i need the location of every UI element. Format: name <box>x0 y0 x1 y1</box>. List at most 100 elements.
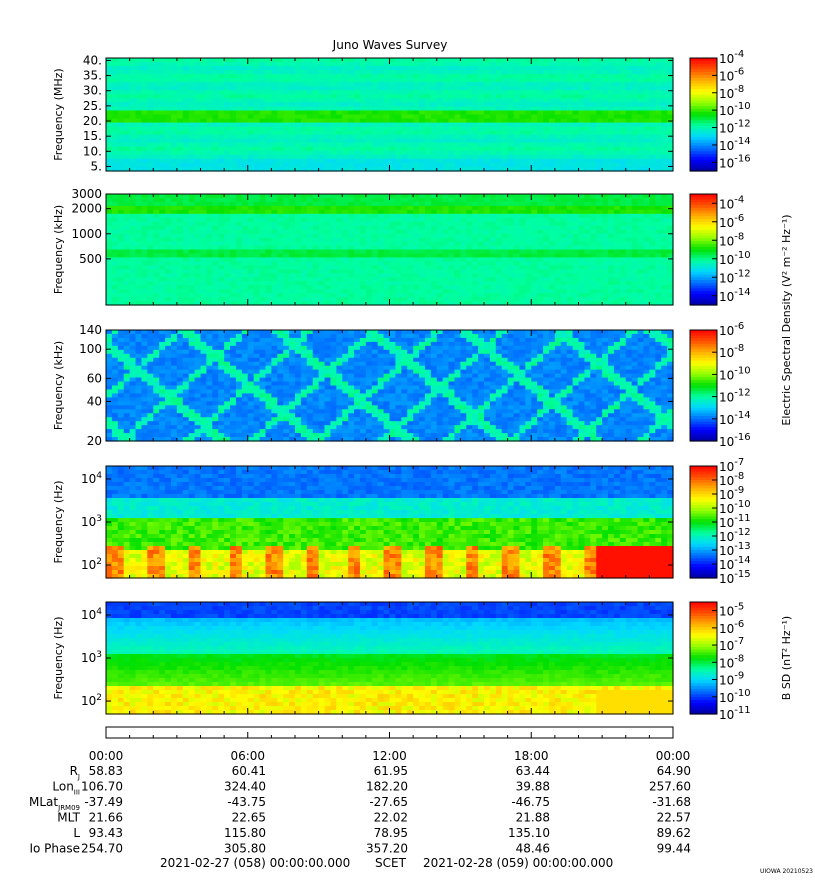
spectrogram-cell <box>413 154 420 160</box>
spectrogram-cell <box>649 201 656 207</box>
spectrogram-cell <box>667 94 674 99</box>
spectrogram-cell <box>460 281 467 286</box>
spectrogram-cell <box>306 62 314 67</box>
spectrogram-cell <box>371 154 379 160</box>
spectrogram-cell <box>489 158 497 164</box>
spectrogram-cell <box>430 233 438 239</box>
spectrogram-cell <box>188 70 196 75</box>
spectrogram-cell <box>413 94 420 99</box>
spectrogram-cell <box>289 110 296 116</box>
spectrogram-cell <box>165 233 172 239</box>
spectrogram-cell <box>271 70 278 75</box>
spectrogram-cell <box>543 146 550 152</box>
spectrogram-cell <box>135 221 143 227</box>
spectrogram-cell <box>383 265 391 270</box>
spectrogram-cell <box>147 90 154 95</box>
spectrogram-cell <box>306 118 314 124</box>
spectrogram-cell <box>111 158 119 164</box>
spectrogram-cell <box>336 142 343 148</box>
spectrogram-cell <box>318 265 326 270</box>
spectrogram-cell <box>141 134 148 140</box>
spectrogram-cell <box>312 94 320 99</box>
spectrogram-cell <box>300 66 308 71</box>
spectrogram-cell <box>466 130 473 136</box>
spectrogram-cell <box>170 225 178 231</box>
spectrogram-cell <box>289 130 296 136</box>
spectrogram-cell <box>253 58 261 63</box>
spectrogram-cell <box>649 162 656 168</box>
spectrogram-cell <box>519 197 526 203</box>
spectrogram-cell <box>117 106 125 112</box>
spectrogram-cell <box>631 213 639 219</box>
spectrogram-cell <box>495 130 503 136</box>
spectrogram-cell <box>312 233 320 239</box>
spectrogram-cell <box>324 225 332 231</box>
spectrogram-cell <box>200 194 208 199</box>
spectrogram-cell <box>401 110 408 116</box>
spectrogram-cell <box>578 201 586 207</box>
spectrogram-cell <box>259 241 267 247</box>
spectrogram-cell <box>259 209 267 215</box>
spectrogram-cell <box>566 225 574 231</box>
spectrogram-cell <box>560 98 568 103</box>
spectrogram-cell <box>407 118 414 124</box>
spectrogram-cell <box>247 217 255 223</box>
spectrogram-cell <box>436 249 444 255</box>
spectrogram-cell <box>235 122 243 128</box>
spectrogram-cell <box>123 94 131 99</box>
spectrogram-cell <box>182 94 190 99</box>
spectrogram-cell <box>501 209 509 215</box>
spectrogram-cell <box>395 110 402 116</box>
spectrogram-cell <box>336 241 343 247</box>
spectrogram-cell <box>413 114 420 120</box>
spectrogram-cell <box>265 225 272 231</box>
spectrogram-cell <box>147 277 154 282</box>
spectrogram-cell <box>194 205 202 211</box>
spectrogram-cell <box>460 74 467 79</box>
spectrogram-cell <box>295 110 302 116</box>
spectrogram-cell <box>247 134 255 140</box>
spectrogram-cell <box>312 201 320 207</box>
spectrogram-cell <box>165 245 172 251</box>
colorbar-band <box>690 148 717 152</box>
spectrogram-cell <box>554 58 562 63</box>
spectrogram-cell <box>330 62 337 67</box>
spectrogram-cell <box>472 277 479 282</box>
spectrogram-cell <box>289 134 296 140</box>
spectrogram-cell <box>560 249 568 255</box>
spectrogram-cell <box>401 58 408 63</box>
spectrogram-cell <box>129 273 137 278</box>
spectrogram-cell <box>283 158 290 164</box>
spectrogram-cell <box>608 154 615 160</box>
spectrogram-cell <box>548 269 556 274</box>
spectrogram-cell <box>661 94 668 99</box>
spectrogram-cell <box>619 146 627 152</box>
spectrogram-cell <box>129 102 137 108</box>
spectrogram-cell <box>501 154 509 160</box>
spectrogram-cell <box>377 134 385 140</box>
spectrogram-cell <box>247 142 255 148</box>
spectrogram-cell <box>554 98 562 103</box>
spectrogram-cell <box>342 142 349 148</box>
spectrogram-cell <box>466 249 473 255</box>
spectrogram-cell <box>519 90 526 95</box>
spectrogram-cell <box>424 98 432 103</box>
spectrogram-cell <box>619 154 627 160</box>
spectrogram-cell <box>188 245 196 251</box>
spectrogram-cell <box>507 70 515 75</box>
spectrogram-cell <box>206 166 213 172</box>
spectrogram-cell <box>259 134 267 140</box>
spectrogram-cell <box>537 90 544 95</box>
spectrogram-cell <box>454 217 461 223</box>
spectrogram-cell <box>554 62 562 67</box>
spectrogram-cell <box>401 265 408 270</box>
spectrogram-cell <box>419 58 426 63</box>
spectrogram-cell <box>489 249 497 255</box>
spectrogram-cell <box>135 257 143 262</box>
spectrogram-cell <box>224 237 231 243</box>
spectrogram-cell <box>312 277 320 282</box>
spectrogram-cell <box>543 209 550 215</box>
spectrogram-cell <box>389 162 397 168</box>
spectrogram-cell <box>165 201 172 207</box>
spectrogram-cell <box>318 158 326 164</box>
